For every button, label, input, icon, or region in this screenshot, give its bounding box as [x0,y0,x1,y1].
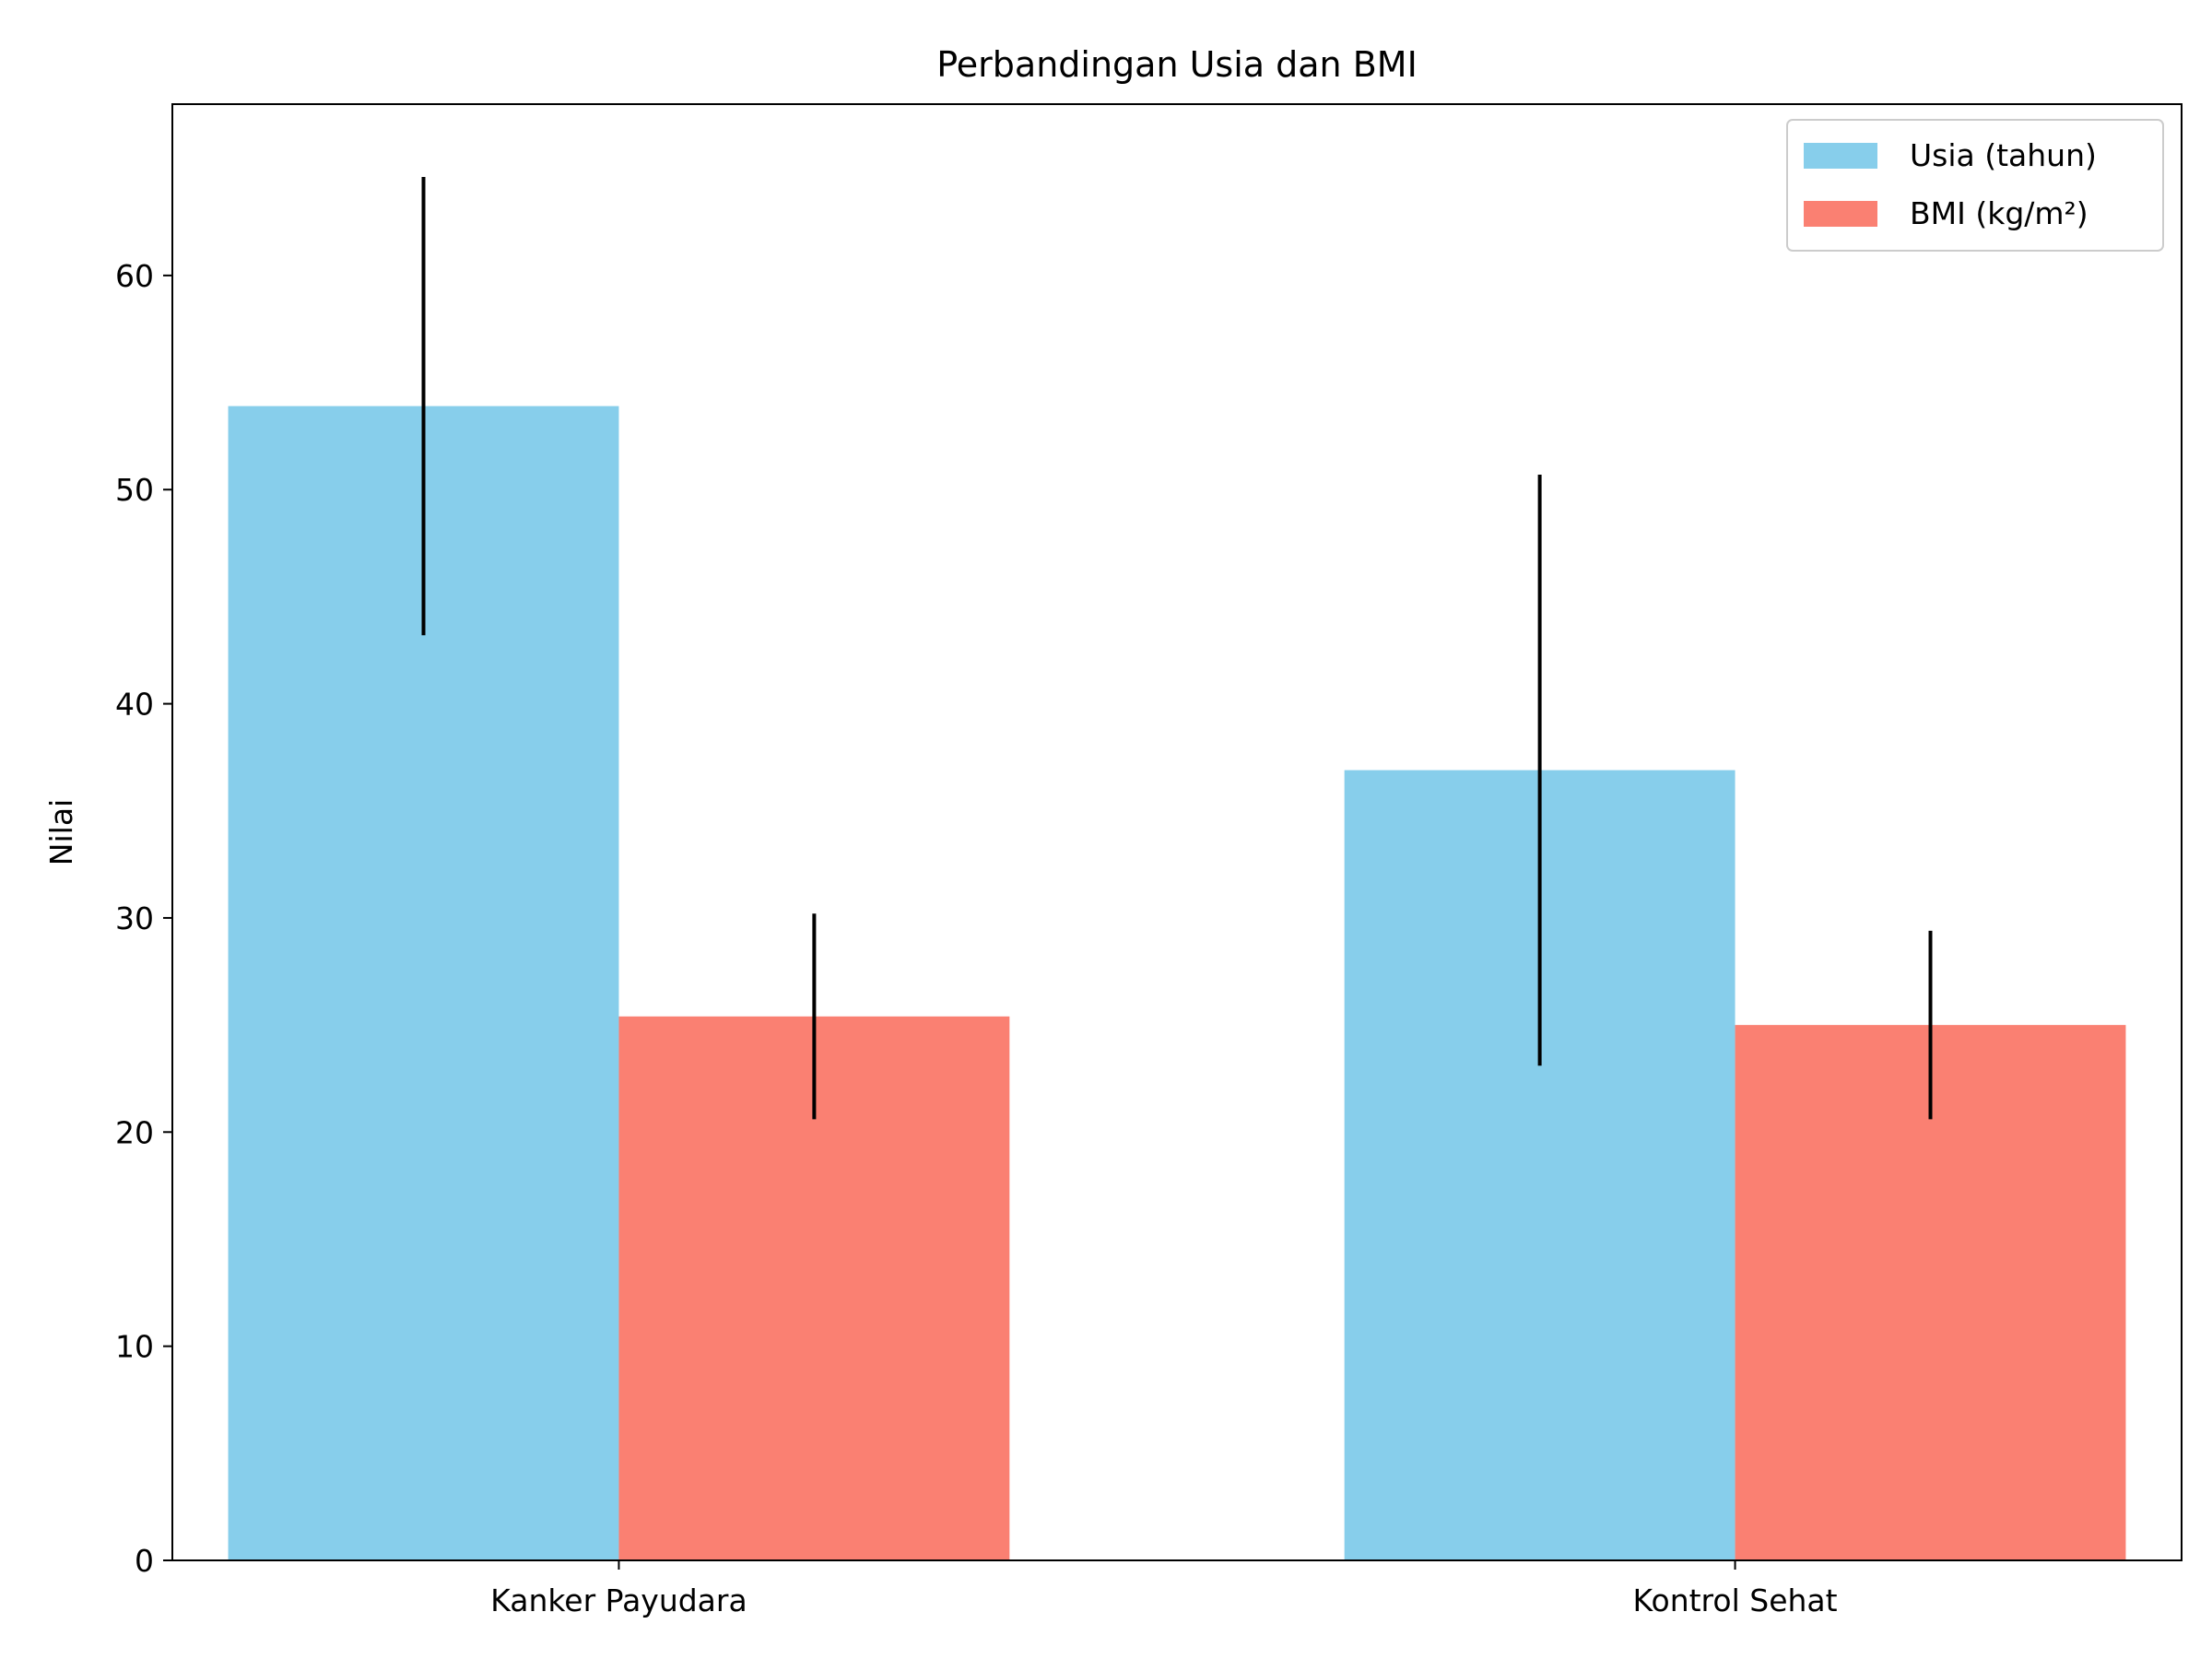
chart-title: Perbandingan Usia dan BMI [936,44,1418,85]
plot-frame [171,103,2183,1561]
y-axis-ticks: 0 10 20 30 40 50 60 [115,258,172,1579]
legend-swatch-bmi [1804,201,1877,227]
legend-swatch-usia [1804,143,1877,169]
y-tick-label-5: 50 [115,472,154,508]
y-tick-label-6: 60 [115,258,154,294]
legend: Usia (tahun) BMI (kg/m²) [1786,119,2164,252]
legend-label-bmi: BMI (kg/m²) [1910,195,2088,231]
x-tick-label-1: Kontrol Sehat [1633,1583,1838,1618]
y-tick-label-4: 40 [115,687,154,723]
y-tick-label-0: 0 [135,1543,154,1579]
y-tick-label-1: 10 [115,1329,154,1365]
errorbars-layer [421,177,1933,1120]
y-axis-label: Nilai [43,799,79,865]
x-axis-ticks: Kanker Payudara Kontrol Sehat [490,1560,1838,1618]
legend-label-usia: Usia (tahun) [1910,137,2097,173]
y-tick-label-3: 30 [115,900,154,936]
y-tick-label-2: 20 [115,1114,154,1150]
legend-box [1786,119,2164,252]
x-tick-label-0: Kanker Payudara [490,1583,747,1618]
